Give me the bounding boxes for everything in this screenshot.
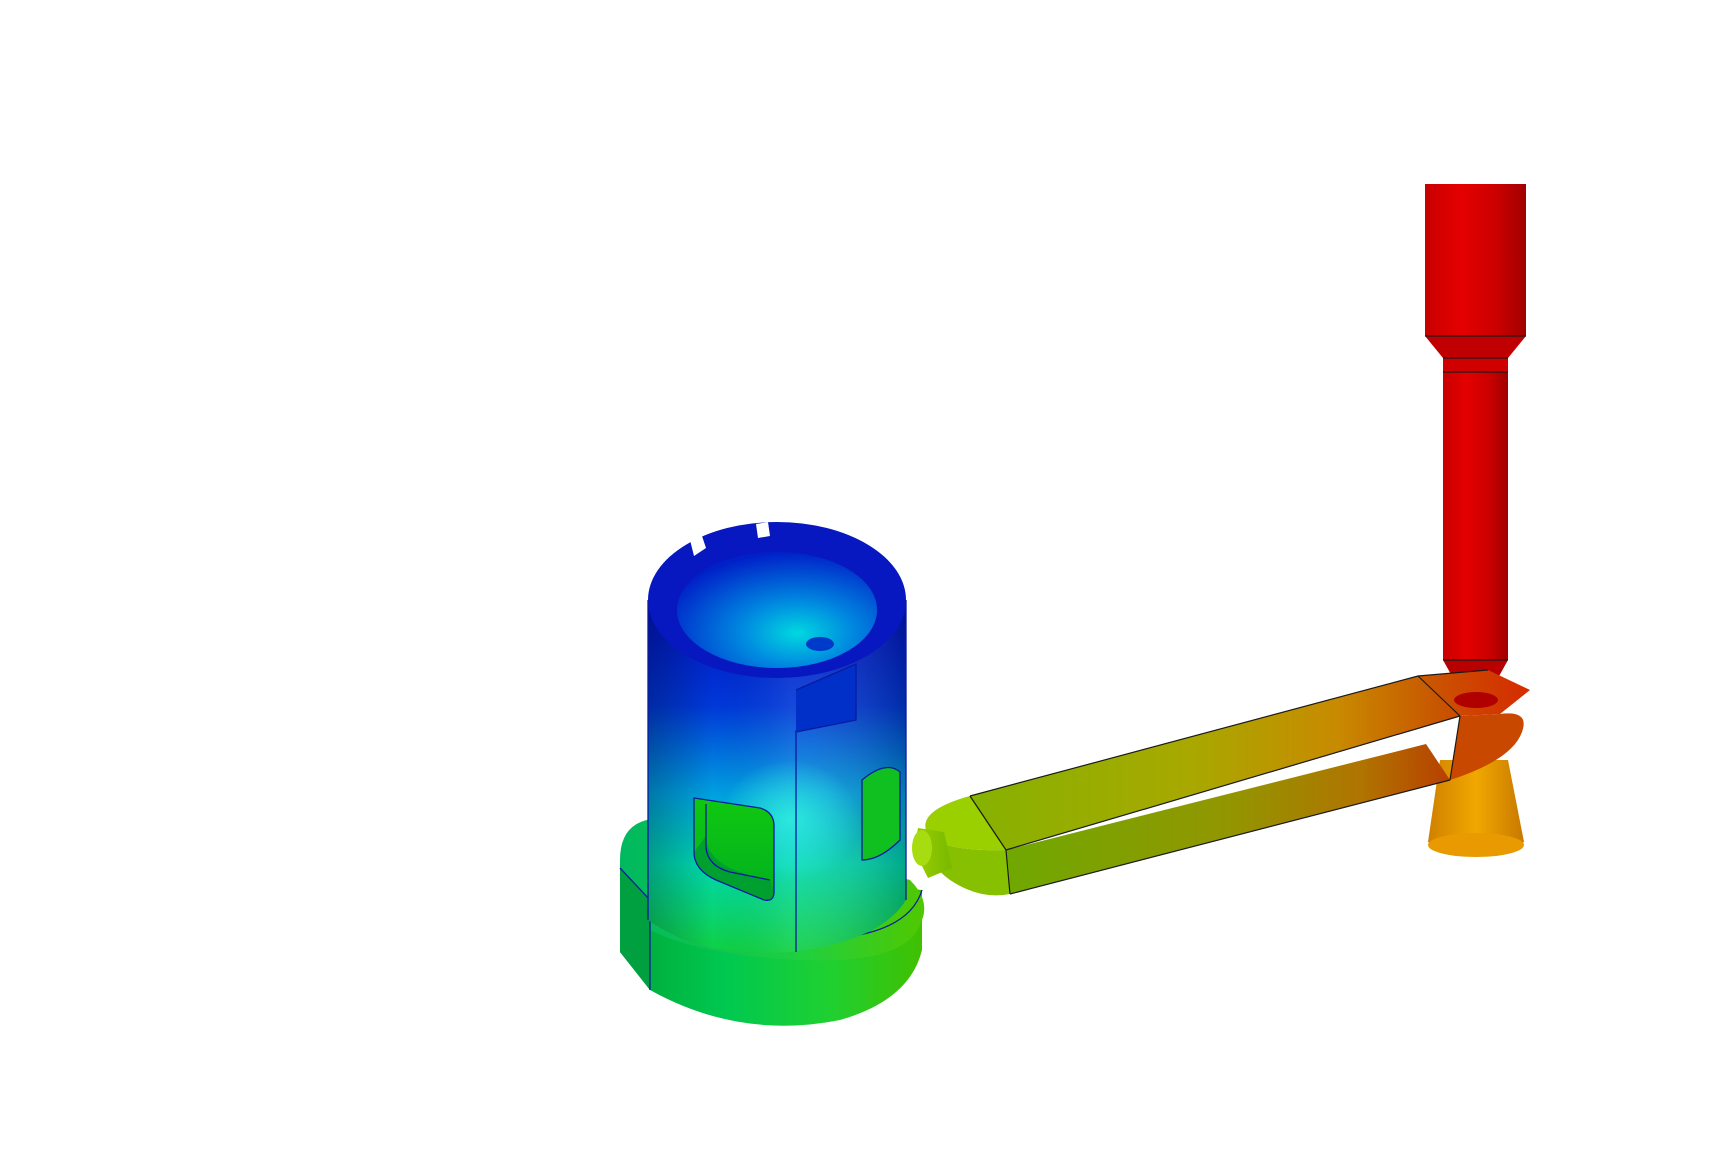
rim-notch-left bbox=[690, 530, 706, 556]
cylinder-window-right bbox=[861, 766, 901, 861]
runner-sprue-entry bbox=[1454, 692, 1498, 708]
sprue-well[interactable] bbox=[1428, 760, 1524, 857]
runner-edge bbox=[969, 795, 1007, 851]
sprue-lower bbox=[1443, 372, 1508, 660]
gate-neck bbox=[912, 830, 932, 866]
sprue-well-body bbox=[1428, 760, 1524, 855]
sprue[interactable] bbox=[1425, 184, 1526, 704]
bore-notch bbox=[806, 637, 834, 651]
runner-rounded-end-top bbox=[925, 796, 1006, 851]
cylinder-window-left bbox=[693, 797, 775, 901]
runner-top-face bbox=[970, 676, 1460, 850]
runner-rounded-end bbox=[925, 796, 1010, 896]
flange-flat-facet bbox=[620, 868, 650, 990]
cylinder-recess bbox=[796, 664, 856, 732]
sprue-upper bbox=[1425, 184, 1526, 336]
runner-edge bbox=[1449, 715, 1461, 781]
runner-edge bbox=[1417, 675, 1461, 717]
runner-side-face bbox=[1006, 744, 1450, 894]
sprue-collar bbox=[1443, 358, 1508, 372]
cylinder-bore bbox=[677, 552, 877, 668]
runner-edge bbox=[1005, 715, 1461, 851]
cylindrical-casting[interactable] bbox=[647, 522, 907, 953]
rim-notch-right bbox=[756, 522, 770, 538]
sprue-taper bbox=[1425, 336, 1526, 358]
gate[interactable] bbox=[912, 828, 952, 878]
runner-edge bbox=[1009, 779, 1451, 895]
runner-end-block-side bbox=[1450, 713, 1524, 780]
recess-edge bbox=[795, 663, 857, 733]
runner-bar[interactable] bbox=[925, 669, 1530, 896]
runner-edge bbox=[1005, 849, 1011, 895]
sprue-well-bottom bbox=[1428, 833, 1524, 857]
